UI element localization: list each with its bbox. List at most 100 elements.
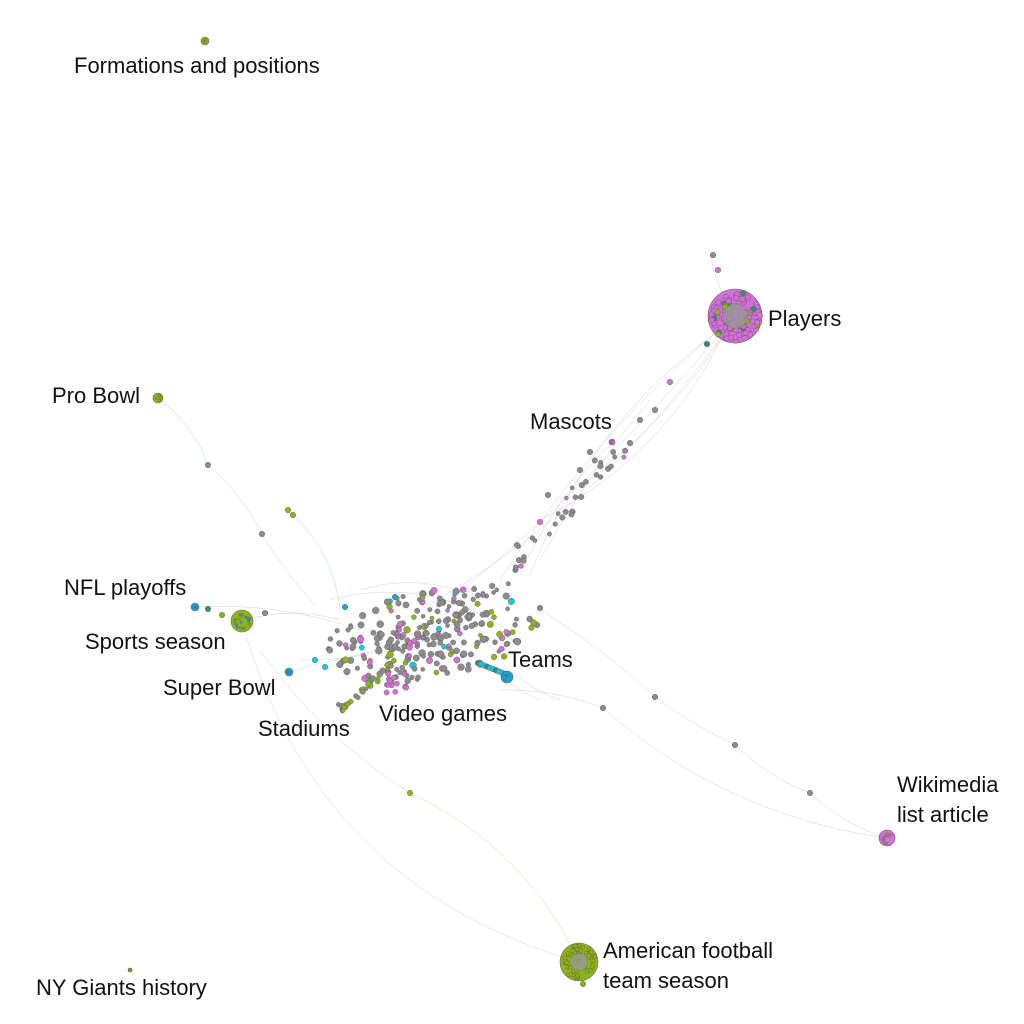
edge — [539, 319, 731, 521]
edge — [157, 397, 209, 466]
edge — [261, 533, 316, 606]
graph-node — [407, 790, 414, 797]
cluster-label-line: Video games — [379, 701, 507, 726]
graph-node — [430, 587, 438, 594]
graph-node — [336, 640, 343, 647]
edge — [409, 792, 580, 963]
hub-member-node — [610, 440, 614, 443]
graph-node — [441, 644, 447, 650]
cluster-label-line: Sports season — [85, 629, 226, 654]
graph-node — [336, 661, 344, 669]
cluster-label-wikimedia: Wikimedia list article — [897, 772, 999, 827]
graph-node — [395, 634, 401, 640]
graph-node — [547, 531, 552, 537]
hub-member-node — [239, 626, 242, 630]
graph-node — [480, 592, 486, 598]
graph-node — [479, 611, 486, 618]
graph-node — [350, 637, 357, 644]
graph-node — [259, 531, 266, 538]
edge — [539, 399, 651, 561]
graph-node — [507, 597, 515, 605]
graph-node — [395, 640, 400, 645]
graph-node — [578, 482, 585, 489]
graph-node — [461, 593, 468, 599]
graph-node — [552, 521, 558, 527]
graph-node — [420, 614, 426, 619]
graph-node — [417, 625, 422, 630]
graph-node — [409, 674, 415, 681]
hub-member-node — [202, 39, 205, 43]
graph-node — [583, 478, 589, 485]
graph-node — [342, 656, 349, 664]
graph-node — [453, 620, 461, 628]
graph-node — [667, 379, 674, 386]
graph-node — [459, 609, 465, 616]
graph-node — [460, 586, 467, 593]
hub-member-node — [564, 960, 569, 965]
graph-node — [367, 660, 373, 666]
graph-node — [518, 563, 524, 569]
graph-node — [402, 601, 410, 609]
graph-node — [397, 627, 403, 633]
hub-member-node — [736, 332, 742, 338]
graph-node — [411, 666, 418, 672]
graph-node — [446, 643, 451, 648]
graph-node — [562, 508, 569, 515]
hub-member-node — [733, 294, 739, 301]
graph-node — [436, 650, 445, 658]
graph-node — [612, 454, 618, 460]
graph-node — [434, 608, 441, 615]
graph-node — [376, 620, 384, 628]
hub-member-node — [204, 37, 207, 41]
cluster-label-line: Stadiums — [258, 716, 350, 741]
graph-node — [343, 668, 351, 676]
graph-node — [492, 639, 498, 645]
graph-node — [427, 651, 435, 658]
hub-member-node — [233, 619, 236, 623]
graph-node — [445, 608, 450, 613]
graph-node — [710, 251, 717, 258]
edge-layer — [157, 254, 888, 963]
hub-member-node — [248, 622, 251, 626]
graph-node — [370, 675, 377, 682]
graph-node — [494, 587, 500, 593]
graph-node — [395, 614, 401, 620]
graph-node — [537, 605, 544, 612]
hub-member-node — [725, 298, 732, 305]
graph-node — [390, 630, 396, 636]
graph-node — [390, 657, 397, 664]
graph-node — [488, 609, 495, 615]
graph-node — [445, 623, 450, 628]
graph-node — [422, 629, 430, 637]
cluster-label-line: Wikimedia — [897, 772, 999, 797]
hub-member-node — [159, 396, 162, 400]
graph-node — [491, 614, 497, 620]
hub-member-node — [244, 615, 248, 619]
graph-node — [512, 622, 518, 628]
edge — [499, 315, 736, 581]
cluster-label-formations: Formations and positions — [74, 53, 320, 78]
hub-member-node — [575, 973, 580, 978]
graph-node — [503, 641, 510, 648]
graph-node — [514, 542, 521, 549]
graph-node — [597, 462, 604, 470]
graph-node — [457, 617, 463, 623]
graph-node — [503, 629, 509, 635]
hub-member-node — [506, 674, 510, 677]
edge — [259, 649, 411, 794]
graph-node — [376, 676, 381, 681]
hub-member-node — [886, 832, 889, 836]
graph-node — [400, 648, 406, 654]
graph-node — [486, 621, 494, 628]
edge — [654, 696, 736, 746]
graph-node — [344, 645, 350, 651]
graph-node — [426, 657, 433, 664]
graph-node — [385, 671, 392, 678]
hub-member-node — [739, 295, 746, 302]
graph-node — [569, 485, 575, 491]
graph-node — [568, 511, 575, 518]
graph-node — [463, 625, 469, 631]
edge — [599, 315, 736, 471]
hub-member-node — [578, 948, 584, 953]
edge — [207, 464, 263, 535]
